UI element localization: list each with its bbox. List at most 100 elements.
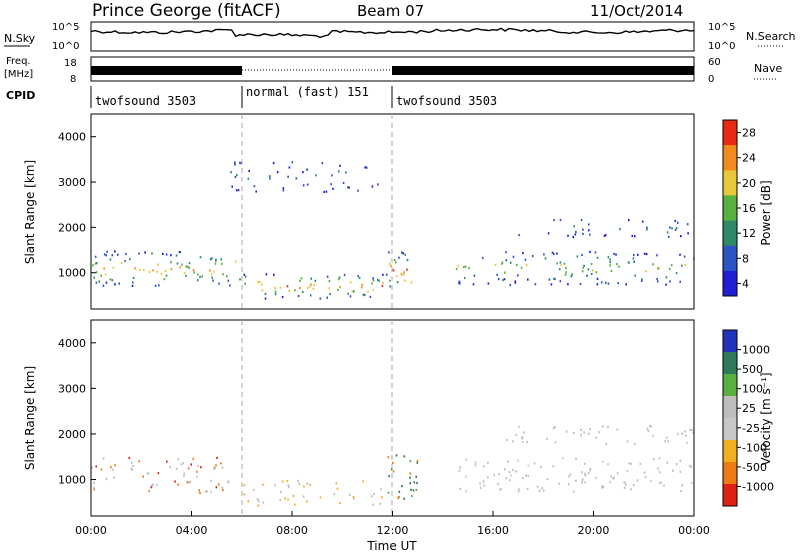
heatmap-cell bbox=[689, 428, 691, 432]
heatmap-cell bbox=[656, 254, 658, 257]
heatmap-cell bbox=[310, 277, 312, 280]
heatmap-cell bbox=[144, 251, 146, 254]
heatmap-cell bbox=[98, 280, 100, 283]
heatmap-cell bbox=[625, 283, 627, 286]
heatmap-cell bbox=[349, 295, 352, 298]
heatmap-cell bbox=[319, 297, 322, 300]
heatmap-cell bbox=[321, 162, 324, 165]
heatmap-cell bbox=[630, 488, 632, 491]
heatmap-cell bbox=[641, 278, 643, 281]
heatmap-cell bbox=[382, 281, 384, 284]
heatmap-cell bbox=[672, 469, 674, 472]
heatmap-cell bbox=[580, 219, 583, 222]
nave-tick-high: 60 bbox=[708, 57, 721, 68]
heatmap-cell bbox=[514, 281, 517, 284]
heatmap-cell bbox=[389, 285, 391, 288]
heatmap-cell bbox=[95, 281, 98, 284]
heatmap-cell bbox=[257, 281, 259, 284]
heatmap-cell bbox=[209, 269, 211, 272]
heatmap-cell bbox=[288, 166, 291, 169]
heatmap-cell bbox=[95, 262, 98, 265]
heatmap-cell bbox=[336, 487, 339, 490]
heatmap-cell bbox=[522, 252, 524, 255]
heatmap-cell bbox=[298, 482, 301, 486]
heatmap-cell bbox=[392, 461, 394, 465]
heatmap-cell bbox=[151, 484, 153, 487]
heatmap-cell bbox=[524, 258, 527, 261]
heatmap-cell bbox=[644, 476, 647, 479]
heatmap-cell bbox=[196, 475, 198, 478]
colorbar-frame bbox=[722, 329, 738, 507]
heatmap-cell bbox=[657, 267, 659, 270]
heatmap-cell bbox=[482, 256, 484, 260]
heatmap-cell bbox=[187, 481, 190, 484]
heatmap-cell bbox=[459, 282, 461, 285]
heatmap-cell bbox=[358, 276, 361, 280]
heatmap-cell bbox=[139, 269, 141, 272]
heatmap-cell bbox=[319, 496, 322, 499]
heatmap-cell bbox=[666, 436, 668, 439]
heatmap-cell bbox=[595, 476, 597, 479]
x-tick-label: 04:00 bbox=[176, 524, 208, 537]
heatmap-cell bbox=[152, 269, 154, 272]
heatmap-cell bbox=[631, 234, 634, 238]
heatmap-cell bbox=[130, 461, 133, 464]
heatmap-cell bbox=[220, 462, 222, 465]
heatmap-cell bbox=[261, 283, 263, 286]
heatmap-cell bbox=[196, 273, 199, 276]
heatmap-cell bbox=[596, 277, 599, 280]
heatmap-cell bbox=[556, 252, 558, 255]
heatmap-cell bbox=[613, 476, 615, 479]
heatmap-cell bbox=[193, 271, 195, 274]
heatmap-cell bbox=[211, 257, 213, 260]
heatmap-cell bbox=[215, 259, 217, 263]
heatmap-cell bbox=[458, 469, 461, 472]
heatmap-cell bbox=[326, 275, 329, 278]
heatmap-cell bbox=[381, 284, 384, 288]
heatmap-cell bbox=[234, 260, 237, 263]
heatmap-cell bbox=[333, 492, 336, 496]
heatmap-cell bbox=[669, 280, 671, 283]
heatmap-cell bbox=[506, 439, 508, 442]
heatmap-cell bbox=[607, 256, 610, 259]
heatmap-cell bbox=[464, 265, 467, 268]
heatmap-cell bbox=[331, 174, 333, 177]
heatmap-cell bbox=[287, 484, 290, 487]
heatmap-cell bbox=[509, 284, 512, 287]
heatmap-cell bbox=[286, 480, 289, 483]
heatmap-cell bbox=[677, 432, 679, 435]
heatmap-cell bbox=[652, 263, 654, 266]
heatmap-cell bbox=[196, 470, 198, 473]
heatmap-cell bbox=[503, 278, 506, 281]
heatmap-cell bbox=[681, 264, 683, 267]
colorbar-tick-label: 8 bbox=[742, 252, 749, 265]
heatmap-cell bbox=[312, 288, 315, 291]
heatmap-cell bbox=[504, 271, 506, 274]
heatmap-cell bbox=[389, 279, 391, 282]
colorbar-segment bbox=[723, 396, 737, 419]
heatmap-cell bbox=[580, 428, 582, 431]
heatmap-cell bbox=[323, 190, 325, 193]
heatmap-cell bbox=[192, 269, 195, 272]
heatmap-cell bbox=[395, 454, 398, 457]
heatmap-cell bbox=[474, 461, 477, 464]
heatmap-cell bbox=[559, 218, 562, 222]
heatmap-cell bbox=[102, 284, 105, 287]
heatmap-cell bbox=[658, 471, 661, 474]
heatmap-cell bbox=[280, 490, 282, 493]
heatmap-cell bbox=[675, 272, 678, 275]
heatmap-cell bbox=[353, 290, 355, 293]
heatmap-cell bbox=[371, 185, 374, 188]
heatmap-cell bbox=[190, 463, 192, 466]
heatmap-cell bbox=[679, 459, 682, 462]
heatmap-cell bbox=[197, 464, 199, 468]
heatmap-cell bbox=[641, 220, 644, 223]
heatmap-cell bbox=[403, 271, 406, 274]
heatmap-cell bbox=[279, 499, 281, 502]
heatmap-cell bbox=[257, 500, 260, 503]
heatmap-cell bbox=[403, 455, 406, 458]
colorbar-segment bbox=[723, 170, 737, 196]
heatmap-cell bbox=[328, 287, 331, 290]
station-title: Prince George (fitACF) bbox=[92, 1, 281, 21]
heatmap-cell bbox=[264, 297, 267, 300]
